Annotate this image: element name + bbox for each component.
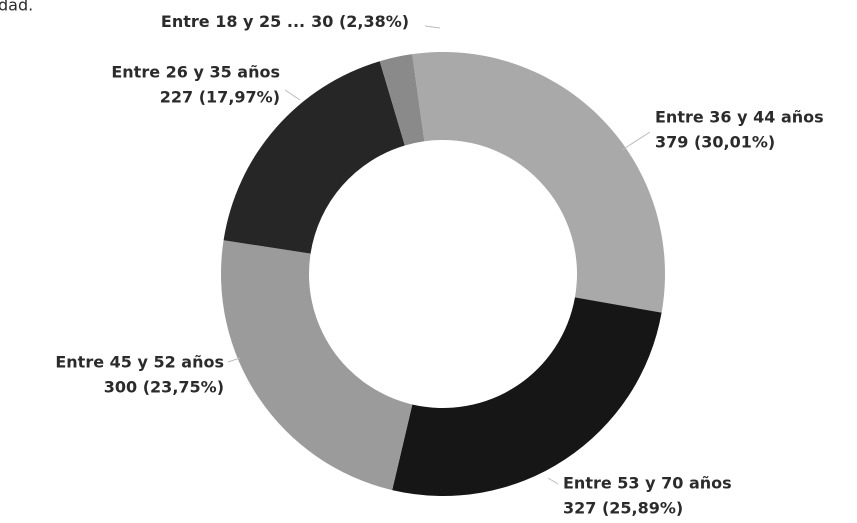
slice-label: Entre 18 y 25 ... 30 (2,38%) <box>161 12 409 31</box>
leader-line <box>284 89 301 101</box>
leader-line <box>547 477 559 485</box>
category-label: Entre 45 y 52 años <box>55 353 224 372</box>
value-label: 227 (17,97%) <box>160 88 280 107</box>
value-label: 379 (30,01%) <box>655 133 775 152</box>
leader-line <box>227 357 241 363</box>
category-label: Entre 26 y 35 años <box>111 63 280 82</box>
slice <box>221 240 413 491</box>
slice <box>412 52 665 313</box>
value-label: 327 (25,89%) <box>563 499 683 518</box>
leader-line <box>621 131 651 151</box>
value-label: 30 (2,38%) <box>311 12 409 31</box>
slice <box>392 297 662 496</box>
category-label: Entre 18 y 25 ... <box>161 12 305 31</box>
category-label: Entre 53 y 70 años <box>563 474 732 493</box>
value-label: 300 (23,75%) <box>104 378 224 397</box>
leader-line <box>424 25 441 29</box>
category-label: Entre 36 y 44 años <box>655 108 824 127</box>
slice <box>379 54 425 146</box>
slice <box>223 61 405 254</box>
chart-title: dad. <box>0 0 33 15</box>
